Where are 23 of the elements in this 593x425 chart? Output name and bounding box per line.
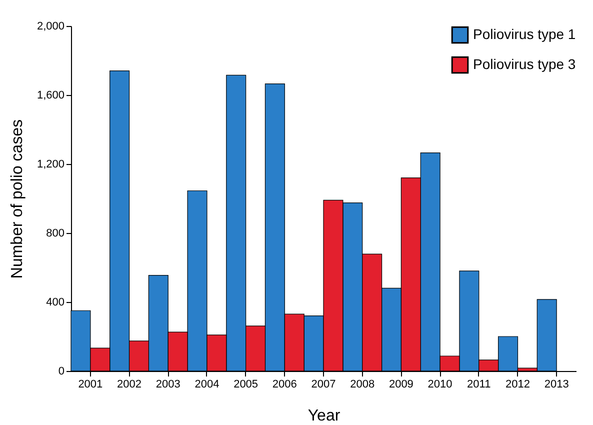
x-axis-title: Year [308, 408, 341, 424]
x-tick-label: 2011 [467, 378, 491, 390]
x-tick-label: 2005 [234, 378, 258, 390]
legend-label: Poliovirus type 1 [473, 26, 576, 42]
y-tick-label: 0 [58, 366, 64, 378]
x-tick-label: 2012 [505, 378, 530, 390]
x-tick-label: 2010 [428, 378, 452, 390]
y-tick-label: 1,600 [36, 90, 64, 102]
y-tick-label: 800 [46, 228, 64, 240]
y-tick-label: 400 [46, 296, 64, 308]
x-tick-label: 2003 [156, 378, 180, 390]
legend-label: Poliovirus type 3 [473, 56, 576, 72]
y-tick-label: 2,000 [36, 20, 64, 32]
x-tick-label: 2007 [311, 378, 336, 390]
y-axis-title: Number of polio cases [8, 119, 26, 279]
x-tick-label: 2002 [117, 378, 142, 390]
x-tick-label: 2001 [78, 378, 103, 390]
x-tick-label: 2008 [350, 378, 375, 390]
y-tick-label: 1,200 [36, 158, 64, 170]
x-tick-label: 2009 [388, 378, 414, 390]
x-tick-label: 2006 [272, 378, 297, 390]
x-tick-label: 2004 [194, 378, 220, 390]
x-tick-label: 2013 [544, 378, 569, 390]
